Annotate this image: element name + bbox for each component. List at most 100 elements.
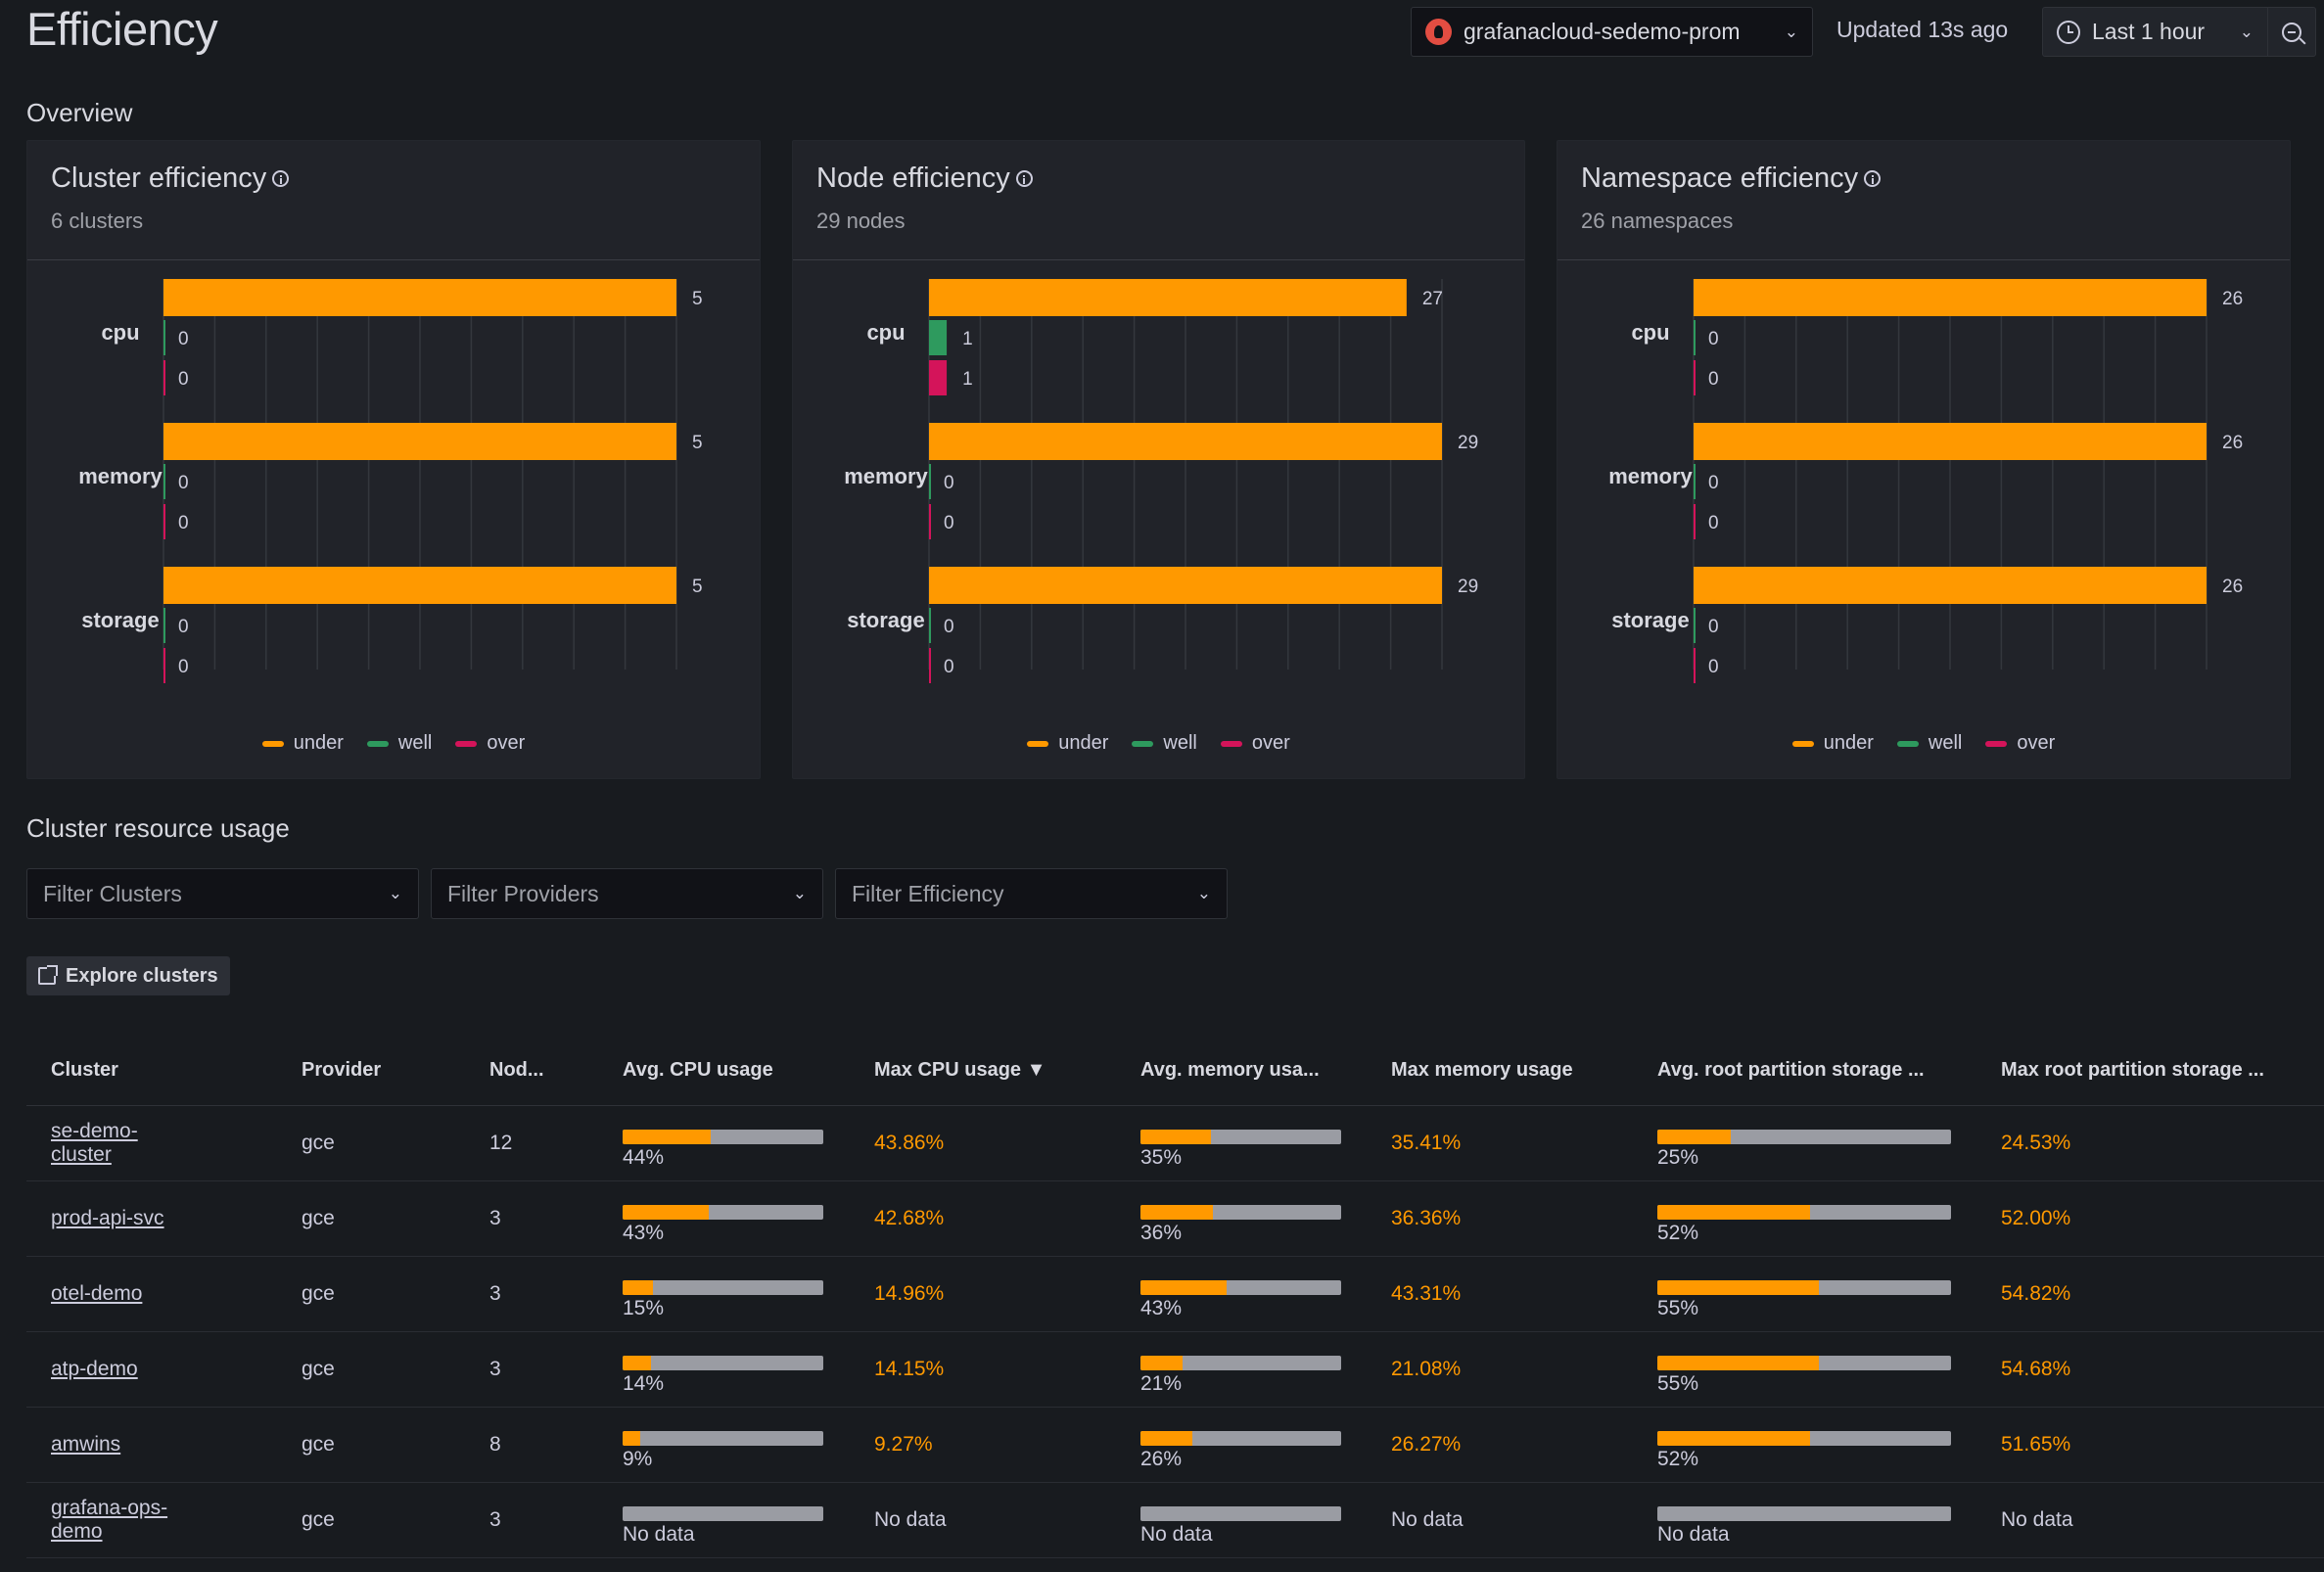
legend-item-under[interactable]: under	[1027, 732, 1108, 755]
data-label: 29	[1458, 577, 1478, 597]
max-memory-cell: 26.27%	[1391, 1433, 1462, 1456]
avg-memory-value: 35%	[1140, 1145, 1183, 1169]
max-memory-cell: 21.08%	[1391, 1358, 1462, 1380]
avg-memory-bar-fill	[1140, 1129, 1211, 1144]
data-label: 0	[944, 473, 954, 493]
legend-item-under[interactable]: under	[261, 732, 344, 755]
max-memory-cell: 35.41%	[1391, 1132, 1462, 1154]
avg-storage-value: 55%	[1657, 1371, 1699, 1395]
avg-storage-cell: 52%	[1633, 1193, 1976, 1245]
bar-under	[163, 423, 676, 460]
provider-cell: gce	[302, 1358, 335, 1380]
namespace-efficiency-panel: Namespace efficiency 26 namespaces cpu 26…	[1557, 140, 2291, 779]
column-header-cluster[interactable]: Cluster	[51, 1058, 118, 1081]
data-label: 26	[2222, 289, 2243, 309]
legend-item-well[interactable]: well	[1132, 732, 1197, 755]
max-cpu-cell: 14.96%	[874, 1282, 945, 1305]
bar-under	[929, 567, 1442, 604]
zoom-out-button[interactable]	[2267, 7, 2316, 57]
data-label: 26	[2222, 577, 2243, 597]
data-label: 0	[944, 617, 954, 637]
avg-memory-bar	[1140, 1430, 1341, 1446]
column-header-max-storage[interactable]: Max root partition storage ...	[2001, 1058, 2264, 1081]
bar-under	[929, 279, 1407, 316]
data-label: 1	[962, 329, 973, 349]
column-header-provider[interactable]: Provider	[302, 1058, 382, 1081]
nodes-cell: 8	[489, 1433, 501, 1456]
chevron-down-icon: ⌄	[2239, 22, 2254, 41]
data-label: 0	[178, 617, 189, 637]
chart-legend: under well over	[27, 732, 760, 755]
legend-item-well[interactable]: well	[366, 732, 432, 755]
avg-cpu-bar	[623, 1204, 823, 1220]
legend-item-over[interactable]: over	[1985, 732, 2055, 755]
filter-clusters-select[interactable]: Filter Clusters ⌄	[26, 868, 419, 919]
filter-placeholder: Filter Efficiency	[852, 880, 1004, 906]
panel-subtitle: 6 clusters	[51, 208, 144, 233]
time-range-picker[interactable]: Last 1 hour ⌄	[2042, 7, 2268, 57]
table-header: Cluster Provider Nod... Avg. CPU usage M…	[26, 1035, 2324, 1106]
bar-over	[163, 504, 165, 539]
table-row[interactable]: se-demo-cluster gce 12 44% 43.86% 35% 35…	[26, 1106, 2324, 1181]
cluster-link[interactable]: grafana-ops-demo	[51, 1497, 168, 1543]
bar-over	[1694, 648, 1696, 683]
namespace-efficiency-chart: cpu 26 0 0 memory 26 0 0 storage 26 0 0	[1608, 279, 2243, 683]
provider-cell: gce	[302, 1508, 335, 1531]
avg-storage-bar-fill	[1657, 1355, 1819, 1370]
table-row[interactable]: amwins gce 8 9% 9.27% 26% 26.27%	[26, 1408, 2324, 1483]
max-memory-cell: No data	[1391, 1508, 1464, 1531]
legend-item-over[interactable]: over	[1220, 732, 1290, 755]
node-efficiency-panel: Node efficiency 29 nodes cpu 27 1 1 memory 29…	[792, 140, 1525, 779]
avg-cpu-value: 15%	[623, 1296, 665, 1319]
cluster-usage-table: Cluster Provider Nod... Avg. CPU usage M…	[26, 1035, 2324, 1558]
max-cpu-cell: 9.27%	[874, 1433, 933, 1456]
column-header-max-cpu[interactable]: Max CPU usage ▼	[874, 1058, 1046, 1081]
max-storage-cell: 24.53%	[2001, 1132, 2071, 1154]
overview-section-title: Overview	[26, 98, 133, 127]
bar-under	[1694, 567, 2207, 604]
datasource-picker[interactable]: grafanacloud-sedemo-prom ⌄	[1411, 7, 1813, 57]
avg-storage-bar	[1657, 1129, 1951, 1144]
table-row[interactable]: grafana-ops-demo gce 3 No data No data N…	[26, 1483, 2324, 1558]
bar-well	[163, 464, 165, 499]
cluster-link[interactable]: otel-demo	[51, 1282, 143, 1305]
chevron-down-icon: ⌄	[388, 884, 402, 902]
legend-item-over[interactable]: over	[455, 732, 525, 755]
column-header-max-memory[interactable]: Max memory usage	[1391, 1058, 1573, 1081]
time-range-label: Last 1 hour	[2092, 19, 2206, 44]
page-title: Efficiency	[26, 3, 218, 55]
bar-under	[163, 567, 676, 604]
table-row[interactable]: prod-api-svc gce 3 43% 42.68% 36% 36.36%	[26, 1181, 2324, 1257]
bar-well	[163, 608, 165, 643]
legend-item-under[interactable]: under	[1791, 732, 1874, 755]
data-label: 0	[178, 513, 189, 533]
column-header-avg-cpu[interactable]: Avg. CPU usage	[623, 1058, 773, 1081]
avg-memory-bar	[1140, 1355, 1341, 1370]
cluster-link[interactable]: amwins	[51, 1433, 121, 1456]
data-label: 27	[1422, 289, 1443, 309]
avg-storage-bar	[1657, 1204, 1951, 1220]
filter-efficiency-select[interactable]: Filter Efficiency ⌄	[835, 868, 1228, 919]
cluster-link[interactable]: se-demo-cluster	[51, 1120, 138, 1166]
max-cpu-cell: 43.86%	[874, 1132, 945, 1154]
cluster-link[interactable]: atp-demo	[51, 1358, 138, 1380]
table-row[interactable]: atp-demo gce 3 14% 14.15% 21% 21.08%	[26, 1332, 2324, 1408]
data-label: 0	[944, 657, 954, 677]
category-label: memory	[844, 464, 928, 488]
explore-clusters-button[interactable]: Explore clusters	[26, 956, 230, 995]
cluster-link[interactable]: prod-api-svc	[51, 1207, 164, 1229]
info-icon[interactable]	[1864, 170, 1882, 187]
avg-storage-cell: 52%	[1633, 1419, 1976, 1471]
column-header-avg-memory[interactable]: Avg. memory usa...	[1140, 1058, 1320, 1081]
info-icon[interactable]	[272, 170, 290, 187]
column-header-nodes[interactable]: Nod...	[489, 1058, 544, 1081]
bar-well	[1694, 464, 1696, 499]
table-row[interactable]: otel-demo gce 3 15% 14.96% 43% 43.31%	[26, 1257, 2324, 1332]
legend-item-well[interactable]: well	[1896, 732, 1962, 755]
avg-memory-bar-fill	[1140, 1355, 1184, 1370]
column-header-avg-storage[interactable]: Avg. root partition storage ...	[1657, 1058, 1925, 1081]
avg-cpu-bar-fill	[623, 1129, 712, 1144]
filter-placeholder: Filter Clusters	[43, 880, 182, 906]
filter-providers-select[interactable]: Filter Providers ⌄	[431, 868, 823, 919]
info-icon[interactable]	[1015, 170, 1033, 187]
